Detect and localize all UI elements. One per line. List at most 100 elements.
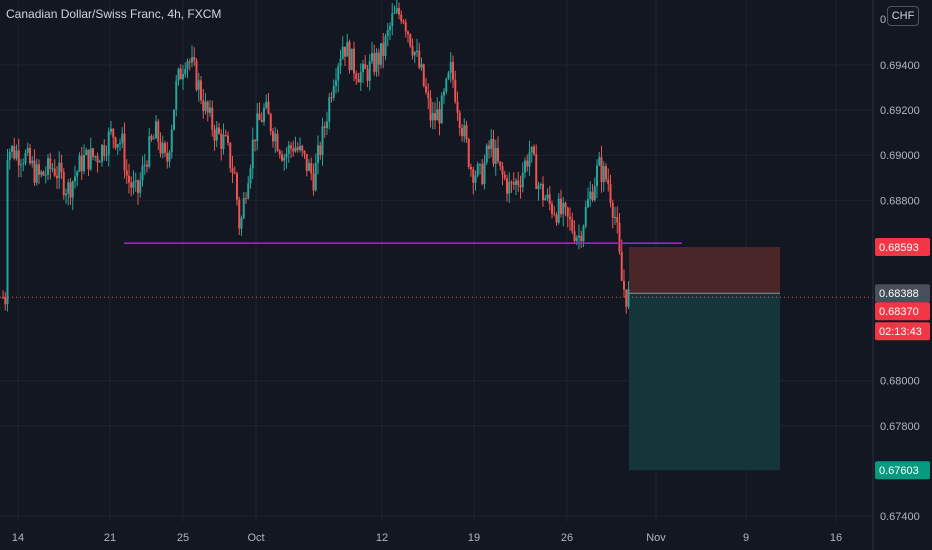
candle-body — [213, 129, 216, 141]
candle-body — [114, 137, 117, 148]
candle-body — [427, 92, 430, 99]
x-tick-label: 26 — [561, 532, 573, 544]
stop-loss-zone[interactable] — [629, 246, 780, 294]
candle-body — [413, 51, 416, 56]
candle — [13, 137, 16, 161]
candle-body — [166, 152, 169, 162]
candle-body — [191, 57, 193, 63]
candle — [596, 159, 598, 198]
currency-button[interactable]: CHF — [887, 6, 919, 26]
candle — [22, 158, 25, 172]
candle — [159, 132, 162, 158]
candle — [265, 94, 268, 110]
candle-body — [614, 217, 616, 219]
candle-body — [150, 136, 153, 140]
candle-body — [269, 114, 272, 132]
candle-body — [362, 63, 364, 73]
candle-body — [44, 174, 47, 176]
price-tag-target: 0.67603 — [875, 461, 930, 480]
candle — [425, 77, 427, 95]
candle-body — [384, 36, 387, 57]
y-axis[interactable]: 0.67400 0.67800 0.68000 0.68800 0.69000 0.692… — [880, 14, 920, 523]
candle-body — [227, 135, 229, 143]
candle — [258, 102, 261, 121]
candle — [611, 199, 614, 229]
candle-body — [229, 142, 232, 168]
candle-body — [173, 109, 175, 130]
candle-body — [299, 145, 301, 150]
x-tick-label: Nov — [646, 532, 666, 544]
candle-body — [517, 180, 520, 186]
price-tag-bg — [875, 461, 930, 480]
candle-body — [368, 61, 371, 81]
candle — [328, 93, 331, 130]
candle-body — [566, 207, 569, 217]
candle-body — [294, 147, 297, 152]
candle-body — [159, 141, 162, 154]
candle — [422, 63, 425, 88]
candle-body — [386, 29, 389, 37]
candle-body — [582, 226, 585, 242]
candle — [512, 172, 515, 190]
candle — [458, 110, 461, 136]
candle-body — [287, 145, 290, 154]
candle — [335, 68, 337, 94]
candle-body — [447, 72, 450, 79]
candle — [305, 153, 308, 177]
candle — [402, 19, 405, 25]
candle — [431, 101, 434, 130]
candle-body — [197, 80, 200, 90]
candle — [515, 178, 517, 196]
candle-body — [344, 46, 346, 57]
candle-body — [206, 101, 209, 113]
candle — [175, 75, 178, 117]
candle-body — [8, 151, 11, 160]
candle-body — [411, 45, 414, 56]
candle — [569, 207, 571, 231]
x-axis[interactable]: 14 21 25 Oct 12 19 26 Nov 9 16 — [12, 532, 842, 544]
position-zones[interactable] — [629, 246, 780, 471]
candle-body — [364, 63, 367, 69]
candle — [251, 127, 254, 180]
candle-body — [332, 85, 335, 98]
candle — [148, 127, 151, 169]
candle-body — [620, 251, 623, 281]
candle-body — [544, 198, 547, 201]
candle — [17, 138, 20, 178]
candle-body — [134, 180, 137, 182]
candle — [375, 48, 378, 77]
candle-body — [591, 191, 594, 201]
candle — [278, 149, 281, 159]
candle — [177, 67, 180, 86]
candle — [247, 175, 250, 200]
candle-body — [130, 182, 133, 188]
candle — [499, 161, 502, 171]
candle-body — [161, 143, 164, 154]
candle-body — [326, 121, 328, 128]
candle-body — [492, 139, 495, 164]
candle-body — [258, 113, 261, 120]
candle — [218, 122, 220, 135]
candle-body — [123, 133, 126, 171]
candle-body — [182, 74, 184, 80]
candle — [164, 140, 166, 158]
take-profit-zone[interactable] — [629, 293, 780, 471]
candle-body — [461, 128, 463, 137]
candle — [312, 163, 315, 196]
candle-body — [314, 162, 317, 191]
candle-body — [548, 194, 551, 204]
candle — [222, 123, 225, 155]
candle-body — [515, 180, 517, 185]
candle — [447, 70, 450, 81]
candle — [96, 152, 99, 173]
candle — [114, 136, 117, 150]
candle-body — [209, 107, 211, 113]
price-tag-text: 0.68388 — [879, 288, 919, 300]
candle — [105, 145, 108, 162]
candle-body — [83, 155, 85, 172]
candle — [332, 79, 335, 101]
candle — [530, 146, 533, 163]
candle-body — [600, 157, 603, 182]
